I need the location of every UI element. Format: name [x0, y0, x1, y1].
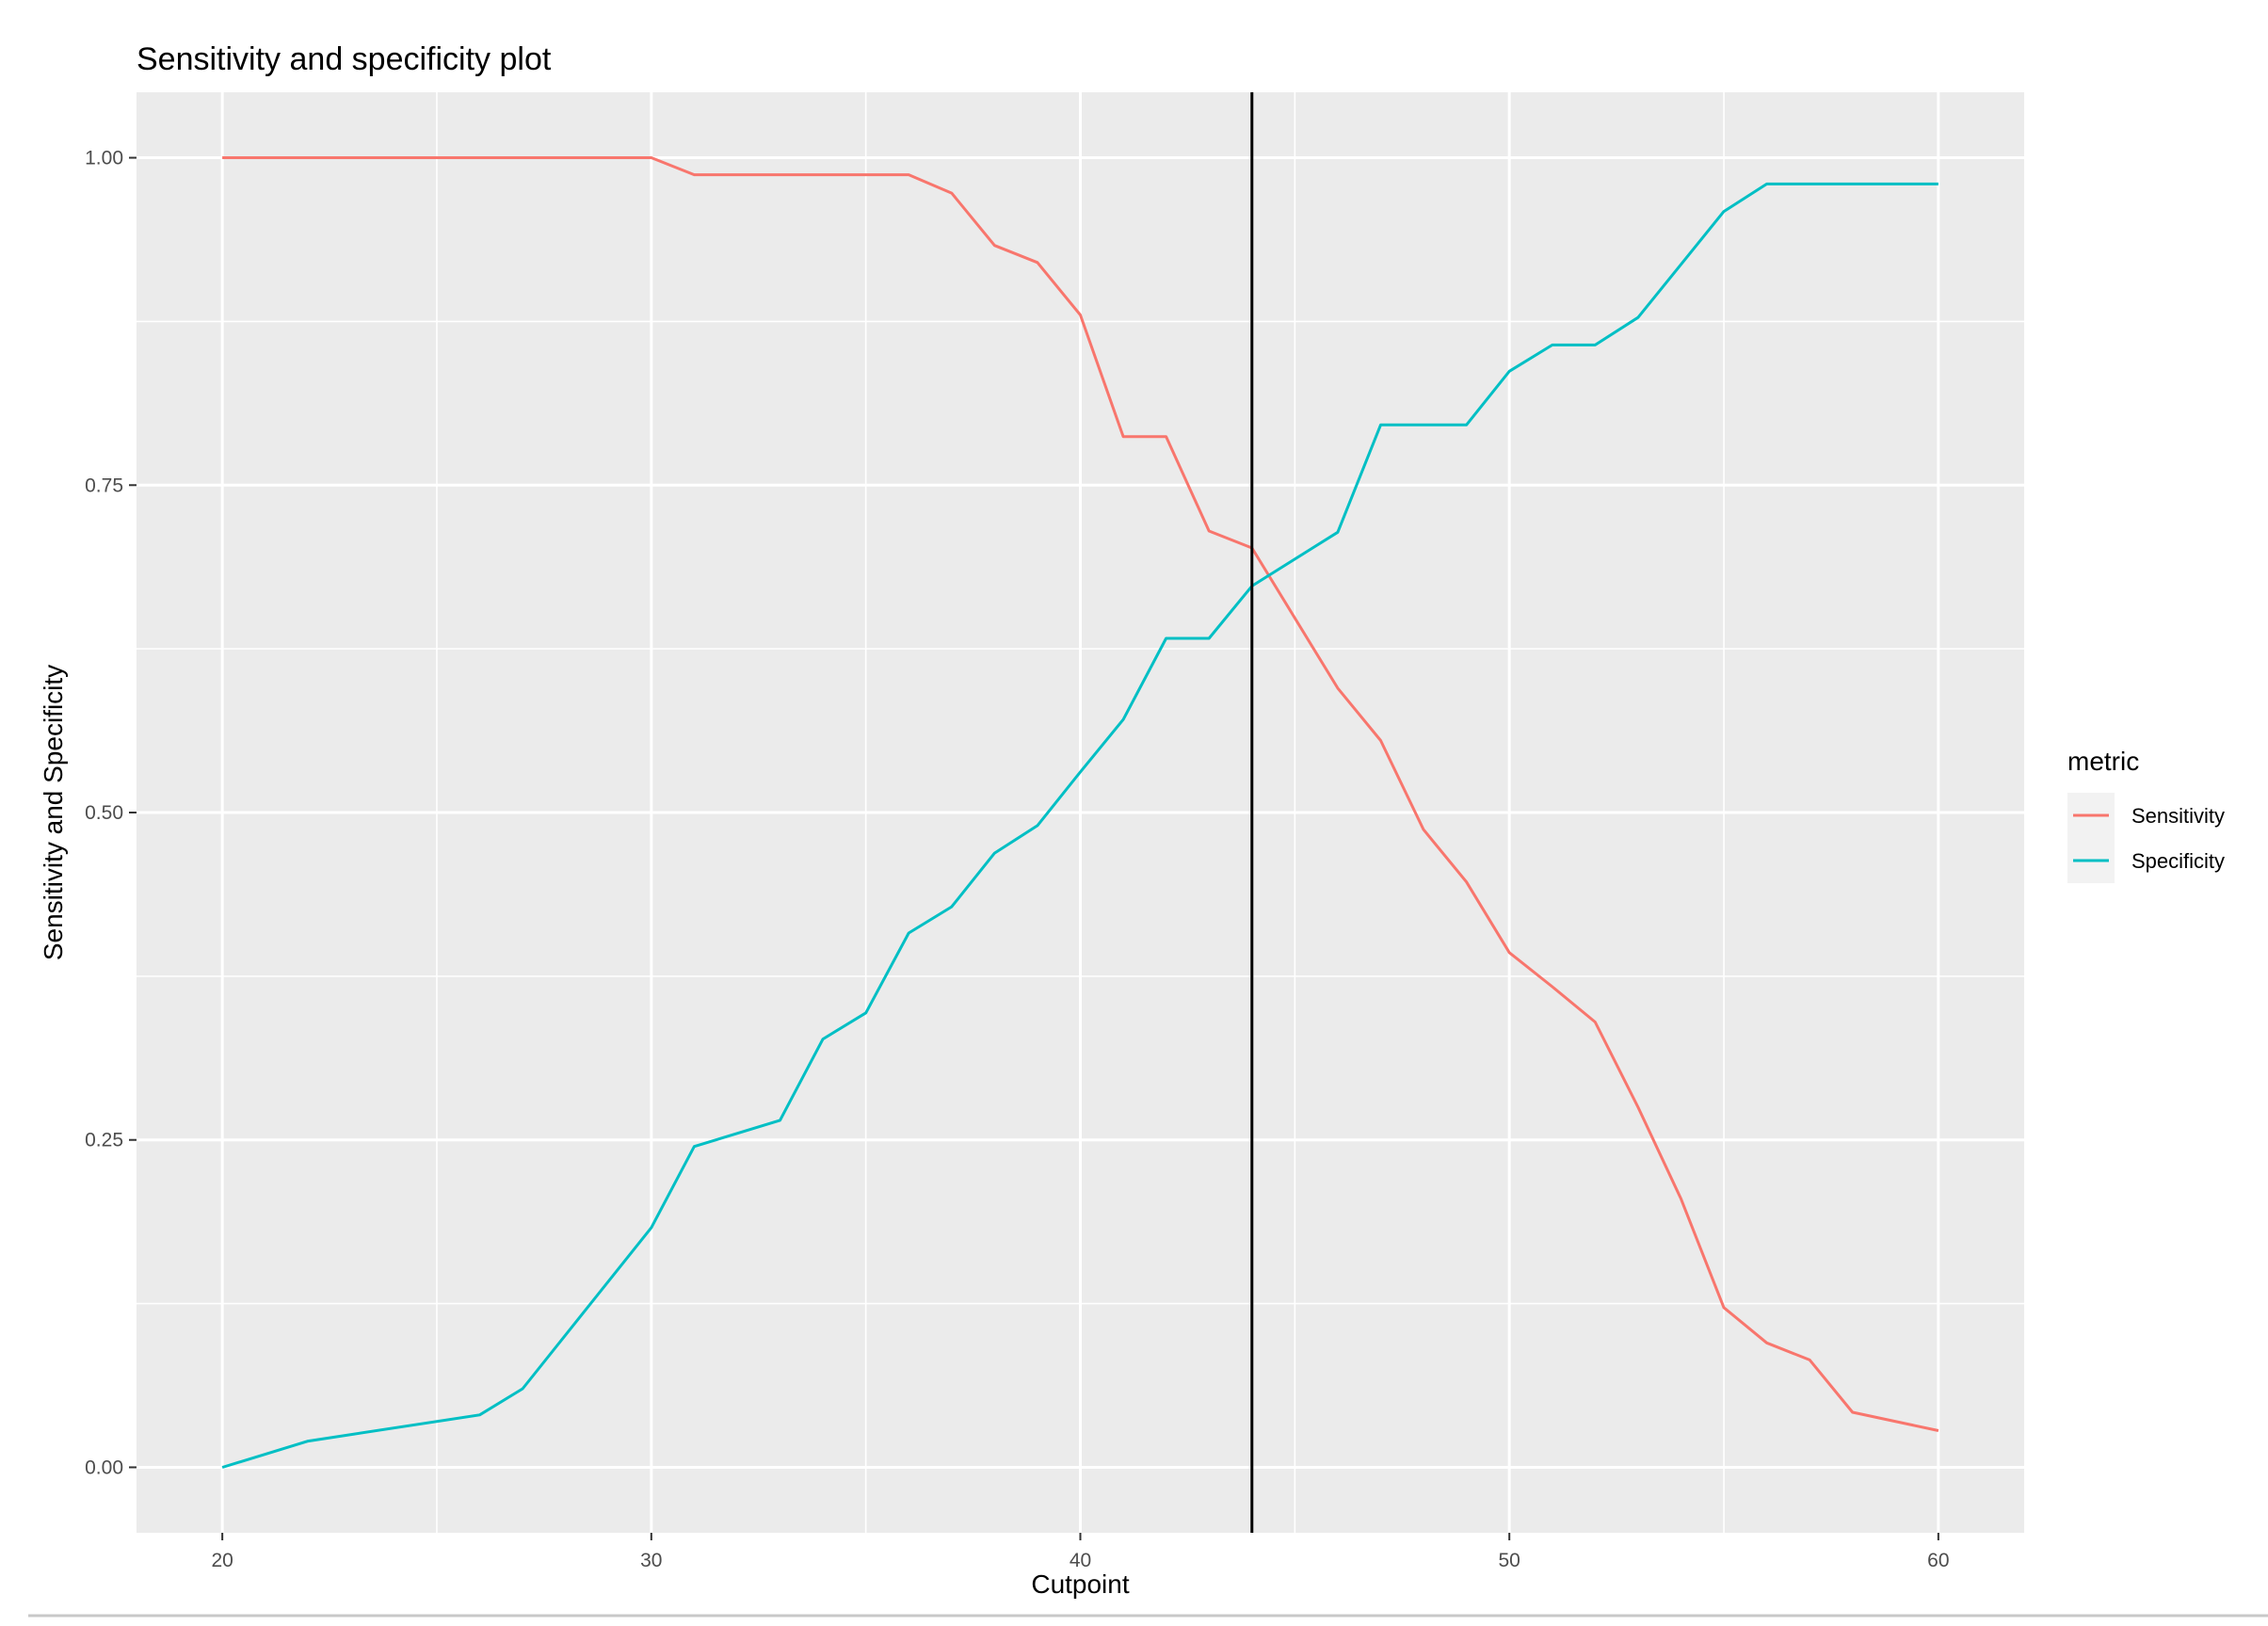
legend-label-specificity: Specificity: [2131, 849, 2225, 873]
x-axis: 20 30 40 50 60: [211, 1533, 1950, 1571]
x-axis-title: Cutpoint: [1031, 1570, 1130, 1599]
x-tick-label: 30: [640, 1550, 662, 1571]
y-tick-label: 0.75: [85, 475, 123, 496]
y-tick-label: 0.25: [85, 1130, 123, 1151]
y-axis: 0.00 0.25 0.50 0.75 1.00: [85, 148, 137, 1478]
y-tick-label: 0.50: [85, 802, 123, 824]
y-tick-label: 0.00: [85, 1457, 123, 1478]
x-tick-label: 40: [1070, 1550, 1091, 1571]
series-line-specificity: [221, 182, 1938, 1469]
y-tick-label: 1.00: [85, 148, 123, 169]
legend: metric Sensitivity Specificity: [2067, 747, 2225, 883]
chart-title: Sensitivity and specificity plot: [137, 41, 552, 77]
x-tick-label: 20: [211, 1550, 233, 1571]
series-layer: [221, 156, 1939, 1469]
y-axis-title: Sensitivity and Specificity: [39, 665, 68, 960]
series-line-sensitivity: [222, 156, 1939, 1432]
legend-title: metric: [2067, 747, 2139, 776]
x-tick-label: 60: [1927, 1550, 1949, 1571]
legend-label-sensitivity: Sensitivity: [2131, 804, 2225, 828]
x-tick-label: 50: [1499, 1550, 1520, 1571]
